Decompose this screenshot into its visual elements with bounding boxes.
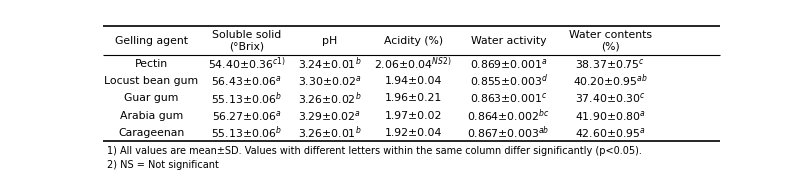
- Text: 55.13±0.06$^{b}$: 55.13±0.06$^{b}$: [211, 90, 282, 107]
- Text: 56.27±0.06$^{a}$: 56.27±0.06$^{a}$: [212, 108, 282, 123]
- Text: 3.30±0.02$^{a}$: 3.30±0.02$^{a}$: [298, 74, 362, 88]
- Text: 1.97±0.02: 1.97±0.02: [384, 111, 441, 120]
- Text: 3.29±0.02$^{a}$: 3.29±0.02$^{a}$: [298, 108, 361, 123]
- Text: 41.90±0.80$^{a}$: 41.90±0.80$^{a}$: [574, 108, 645, 123]
- Text: 40.20±0.95$^{ab}$: 40.20±0.95$^{ab}$: [572, 73, 647, 89]
- Text: 54.40±0.36$^{c1)}$: 54.40±0.36$^{c1)}$: [208, 56, 286, 72]
- Text: Locust bean gum: Locust bean gum: [104, 76, 198, 86]
- Text: Water activity: Water activity: [470, 36, 545, 46]
- Text: 3.26±0.01$^{b}$: 3.26±0.01$^{b}$: [298, 124, 361, 141]
- Text: 1.92±0.04: 1.92±0.04: [384, 128, 441, 138]
- Text: Pectin: Pectin: [135, 59, 168, 69]
- Text: 0.867±0.003$^{ab}$: 0.867±0.003$^{ab}$: [467, 124, 549, 141]
- Text: 3.26±0.02$^{b}$: 3.26±0.02$^{b}$: [298, 90, 361, 107]
- Text: 55.13±0.06$^{b}$: 55.13±0.06$^{b}$: [211, 124, 282, 141]
- Text: 0.855±0.003$^{d}$: 0.855±0.003$^{d}$: [469, 73, 547, 89]
- Text: 3.24±0.01$^{b}$: 3.24±0.01$^{b}$: [298, 56, 361, 72]
- Text: 1.94±0.04: 1.94±0.04: [384, 76, 441, 86]
- Text: Arabia gum: Arabia gum: [119, 111, 183, 120]
- Text: Soluble solid
(°Brix): Soluble solid (°Brix): [212, 30, 281, 52]
- Text: 2.06±0.04$^{NS2)}$: 2.06±0.04$^{NS2)}$: [374, 56, 452, 72]
- Text: pH: pH: [322, 36, 337, 46]
- Text: 0.863±0.001$^{c}$: 0.863±0.001$^{c}$: [469, 91, 546, 105]
- Text: Water contents
(%): Water contents (%): [568, 30, 651, 52]
- Text: 0.869±0.001$^{a}$: 0.869±0.001$^{a}$: [469, 57, 547, 71]
- Text: 0.864±0.002$^{bc}$: 0.864±0.002$^{bc}$: [467, 107, 549, 124]
- Text: 38.37±0.75$^{c}$: 38.37±0.75$^{c}$: [574, 57, 644, 71]
- Text: Gelling agent: Gelling agent: [115, 36, 188, 46]
- Text: Guar gum: Guar gum: [124, 93, 178, 103]
- Text: 37.40±0.30$^{c}$: 37.40±0.30$^{c}$: [574, 91, 645, 105]
- Text: 42.60±0.95$^{a}$: 42.60±0.95$^{a}$: [574, 126, 645, 140]
- Text: 1.96±0.21: 1.96±0.21: [384, 93, 441, 103]
- Text: 56.43±0.06$^{a}$: 56.43±0.06$^{a}$: [211, 74, 282, 88]
- Text: Carageenan: Carageenan: [118, 128, 184, 138]
- Text: Acidity (%): Acidity (%): [383, 36, 442, 46]
- Text: 1) All values are mean±SD. Values with different letters within the same column : 1) All values are mean±SD. Values with d…: [107, 146, 641, 156]
- Text: 2) NS = Not significant: 2) NS = Not significant: [107, 160, 218, 170]
